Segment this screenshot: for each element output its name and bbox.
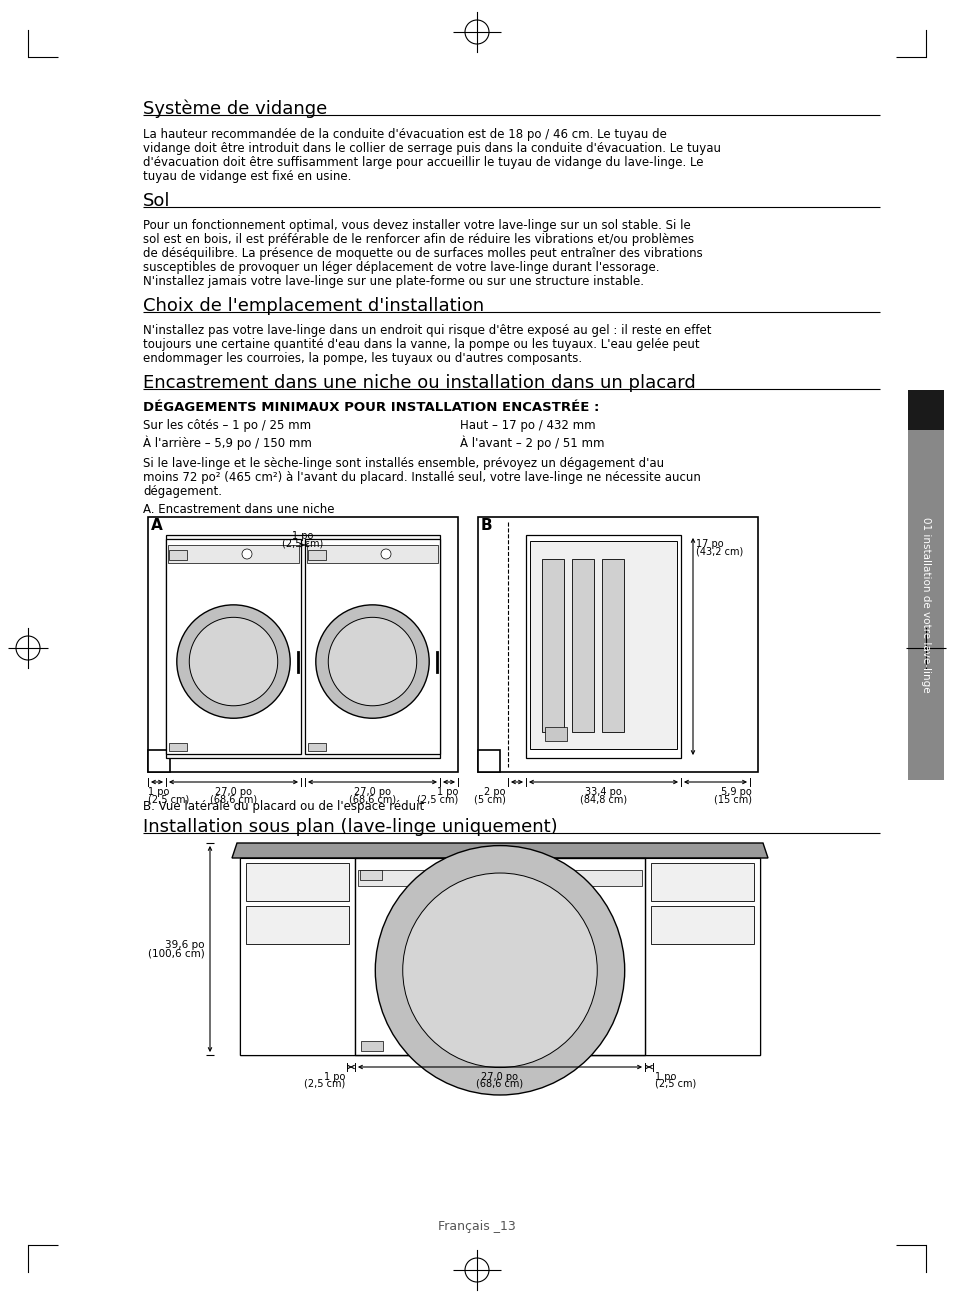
Text: N'installez pas votre lave-linge dans un endroit qui risque d'être exposé au gel: N'installez pas votre lave-linge dans un… — [143, 324, 711, 337]
Text: 33,4 po: 33,4 po — [584, 786, 621, 797]
Text: 17 po: 17 po — [696, 539, 723, 549]
Bar — [308, 743, 326, 751]
Polygon shape — [232, 842, 767, 858]
Text: Sol: Sol — [143, 191, 171, 210]
Text: vidange doit être introduit dans le collier de serrage puis dans la conduite d'é: vidange doit être introduit dans le coll… — [143, 142, 720, 155]
Text: susceptibles de provoquer un léger déplacement de votre lave-linge durant l'esso: susceptibles de provoquer un léger dépla… — [143, 260, 659, 273]
Text: sol est en bois, il est préférable de le renforcer afin de réduire les vibration: sol est en bois, il est préférable de le… — [143, 233, 694, 246]
Bar — [650, 863, 753, 901]
Text: B: B — [480, 518, 492, 533]
Text: N'installez jamais votre lave-linge sur une plate-forme ou sur une structure ins: N'installez jamais votre lave-linge sur … — [143, 275, 643, 288]
Circle shape — [402, 874, 597, 1068]
Bar — [357, 870, 641, 885]
Circle shape — [380, 549, 391, 559]
Text: 1 po: 1 po — [436, 786, 457, 797]
Text: 27,0 po: 27,0 po — [214, 786, 252, 797]
Bar — [148, 517, 457, 772]
Text: (68,6 cm): (68,6 cm) — [210, 794, 256, 805]
Circle shape — [189, 617, 277, 706]
Text: A. Encastrement dans une niche: A. Encastrement dans une niche — [143, 503, 335, 516]
Text: (68,6 cm): (68,6 cm) — [349, 794, 395, 805]
Text: (84,8 cm): (84,8 cm) — [579, 794, 626, 805]
Text: de déséquilibre. La présence de moquette ou de surfaces molles peut entraîner de: de déséquilibre. La présence de moquette… — [143, 247, 702, 260]
Text: d'évacuation doit être suffisamment large pour accueillir le tuyau de vidange du: d'évacuation doit être suffisamment larg… — [143, 156, 702, 169]
Text: À l'avant – 2 po / 51 mm: À l'avant – 2 po / 51 mm — [459, 435, 604, 449]
Bar — [169, 743, 187, 751]
Text: 1 po: 1 po — [292, 531, 314, 542]
Bar — [355, 858, 644, 1055]
Text: 27,0 po: 27,0 po — [354, 786, 391, 797]
Bar — [360, 1042, 382, 1051]
Bar — [246, 906, 349, 944]
Bar — [572, 559, 594, 732]
Text: Installation sous plan (lave-linge uniquement): Installation sous plan (lave-linge uniqu… — [143, 818, 558, 836]
Text: (43,2 cm): (43,2 cm) — [696, 546, 742, 556]
Bar — [305, 539, 439, 754]
Text: 01 installation de votre lave-linge: 01 installation de votre lave-linge — [920, 517, 930, 693]
Bar — [544, 727, 566, 741]
Bar — [644, 858, 760, 1055]
Bar — [246, 863, 349, 901]
Text: 5,9 po: 5,9 po — [720, 786, 751, 797]
Bar — [601, 559, 623, 732]
Text: endommager les courroies, la pompe, les tuyaux ou d'autres composants.: endommager les courroies, la pompe, les … — [143, 352, 581, 365]
Text: (2,5 cm): (2,5 cm) — [416, 794, 457, 805]
Text: (68,6 cm): (68,6 cm) — [476, 1079, 523, 1088]
Bar — [307, 546, 437, 562]
Bar — [166, 535, 439, 758]
Bar — [240, 858, 355, 1055]
Bar — [148, 750, 170, 772]
Text: Haut – 17 po / 432 mm: Haut – 17 po / 432 mm — [459, 419, 595, 432]
Text: 1 po: 1 po — [655, 1072, 676, 1082]
Text: Pour un fonctionnement optimal, vous devez installer votre lave-linge sur un sol: Pour un fonctionnement optimal, vous dev… — [143, 219, 690, 232]
Bar — [541, 559, 563, 732]
Bar — [359, 870, 381, 880]
Bar — [650, 906, 753, 944]
Text: moins 72 po² (465 cm²) à l'avant du placard. Installé seul, votre lave-linge ne : moins 72 po² (465 cm²) à l'avant du plac… — [143, 471, 700, 484]
Bar — [166, 539, 301, 754]
Text: Si le lave-linge et le sèche-linge sont installés ensemble, prévoyez un dégageme: Si le lave-linge et le sèche-linge sont … — [143, 457, 663, 470]
Text: À l'arrière – 5,9 po / 150 mm: À l'arrière – 5,9 po / 150 mm — [143, 435, 312, 449]
Text: Encastrement dans une niche ou installation dans un placard: Encastrement dans une niche ou installat… — [143, 374, 695, 392]
Text: Français _13: Français _13 — [437, 1220, 516, 1233]
Text: (2,5 cm): (2,5 cm) — [148, 794, 189, 805]
Circle shape — [375, 845, 624, 1095]
Text: dégagement.: dégagement. — [143, 486, 222, 497]
Bar — [477, 517, 758, 772]
Bar — [308, 549, 326, 560]
Circle shape — [328, 617, 416, 706]
Text: (2,5 cm): (2,5 cm) — [303, 1079, 345, 1088]
Text: (2,5 cm): (2,5 cm) — [282, 539, 323, 549]
Text: tuyau de vidange est fixé en usine.: tuyau de vidange est fixé en usine. — [143, 171, 351, 184]
Text: B. Vue latérale du placard ou de l'espace réduit: B. Vue latérale du placard ou de l'espac… — [143, 799, 424, 812]
Bar — [168, 546, 298, 562]
Text: DÉGAGEMENTS MINIMAUX POUR INSTALLATION ENCASTRÉE :: DÉGAGEMENTS MINIMAUX POUR INSTALLATION E… — [143, 401, 598, 414]
Bar — [240, 858, 760, 1055]
Text: La hauteur recommandée de la conduite d'évacuation est de 18 po / 46 cm. Le tuya: La hauteur recommandée de la conduite d'… — [143, 128, 666, 141]
Text: 1 po: 1 po — [148, 786, 170, 797]
Circle shape — [242, 549, 252, 559]
Circle shape — [537, 871, 549, 883]
Text: Système de vidange: Système de vidange — [143, 100, 327, 118]
Text: 1 po: 1 po — [323, 1072, 345, 1082]
Bar — [907, 430, 943, 780]
Text: Sur les côtés – 1 po / 25 mm: Sur les côtés – 1 po / 25 mm — [143, 419, 311, 432]
Text: 27,0 po: 27,0 po — [481, 1072, 518, 1082]
Text: toujours une certaine quantité d'eau dans la vanne, la pompe ou les tuyaux. L'ea: toujours une certaine quantité d'eau dan… — [143, 339, 699, 352]
Bar — [477, 750, 499, 772]
Text: (2,5 cm): (2,5 cm) — [655, 1079, 696, 1088]
Bar — [525, 535, 680, 758]
Circle shape — [176, 605, 290, 719]
Text: (5 cm): (5 cm) — [474, 794, 505, 805]
Bar — [907, 391, 943, 430]
Circle shape — [315, 605, 429, 719]
Text: (15 cm): (15 cm) — [713, 794, 751, 805]
Text: A: A — [151, 518, 163, 533]
Text: Choix de l'emplacement d'installation: Choix de l'emplacement d'installation — [143, 297, 483, 315]
Text: (100,6 cm): (100,6 cm) — [148, 948, 205, 958]
Bar — [530, 542, 677, 749]
Bar — [169, 549, 187, 560]
Text: 39,6 po: 39,6 po — [165, 940, 205, 949]
Text: 2 po: 2 po — [484, 786, 505, 797]
